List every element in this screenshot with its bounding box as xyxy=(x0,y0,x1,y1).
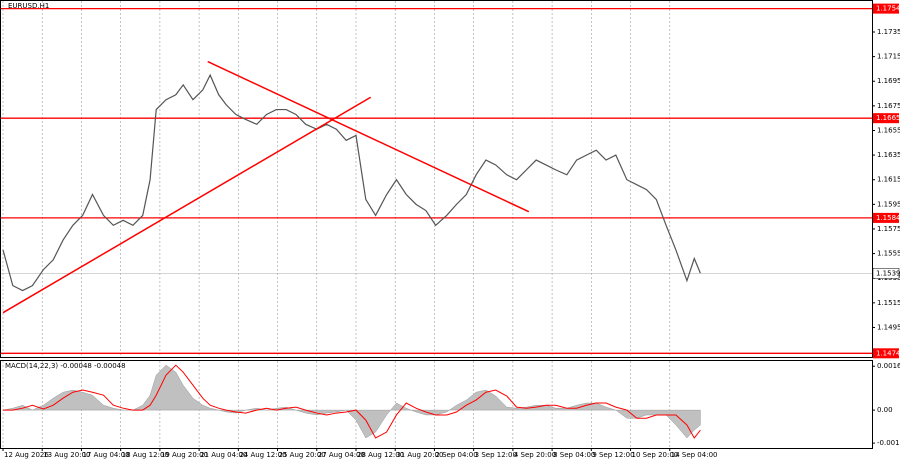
x-tick-label: 19 Aug 20:00 xyxy=(161,451,208,459)
x-tick-label: 28 Aug 12:00 xyxy=(357,451,404,459)
y-tick-label: 1.1575 xyxy=(877,225,900,233)
y-tick-label: 1.1675 xyxy=(877,102,900,110)
current-price-label: 1.1539 xyxy=(876,269,900,277)
y-tick-label: 1.1715 xyxy=(877,53,900,61)
x-tick-label: 4 Sep 20:00 xyxy=(514,451,556,459)
macd-frame xyxy=(0,360,873,449)
x-tick-label: 9 Sep 12:00 xyxy=(592,451,634,459)
level-label: 1.1584 xyxy=(876,214,900,222)
y-tick-label: -0.00122 xyxy=(877,439,900,447)
y-tick-label: 1.1595 xyxy=(877,200,900,208)
current-price-bg xyxy=(872,268,900,279)
x-tick-label: 8 Sep 04:00 xyxy=(553,451,595,459)
macd-histogram xyxy=(2,364,701,439)
level-label: 1.1754 xyxy=(876,5,900,13)
trendline xyxy=(207,60,530,213)
x-tick-label: 17 Aug 04:00 xyxy=(82,451,129,459)
x-tick-label: 14 Sep 04:00 xyxy=(671,451,718,459)
y-tick-label: 0.00 xyxy=(877,406,893,414)
x-tick-label: 21 Aug 04:00 xyxy=(200,451,247,459)
x-tick-label: 27 Aug 04:00 xyxy=(318,451,365,459)
level-label-bg xyxy=(873,113,899,124)
y-tick-label: 1.1735 xyxy=(877,28,900,36)
x-tick-label: 25 Aug 20:00 xyxy=(279,451,326,459)
y-tick-label: 0.00162 xyxy=(877,362,900,370)
x-tick-label: 2 Sep 04:00 xyxy=(435,451,477,459)
level-label: 1.1474 xyxy=(876,349,900,357)
macd-title: MACD(14,22,3) -0.00048 -0.00048 xyxy=(5,362,126,370)
y-tick-label: 1.1555 xyxy=(877,250,900,258)
x-tick-label: 13 Aug 20:00 xyxy=(43,451,90,459)
signal-line xyxy=(3,364,701,439)
x-tick-label: 12 Aug 2026 xyxy=(4,451,49,459)
x-tick-label: 10 Sep 20:00 xyxy=(632,451,679,459)
level-label-bg xyxy=(873,3,899,14)
level-label: 1.1665 xyxy=(876,114,900,122)
x-tick-label: 24 Aug 12:00 xyxy=(239,451,286,459)
x-tick-label: 3 Sep 12:00 xyxy=(475,451,517,459)
x-tick-label: 18 Aug 12:00 xyxy=(122,451,169,459)
level-label-bg xyxy=(873,212,899,223)
x-tick-label: 31 Aug 20:00 xyxy=(396,451,443,459)
y-tick-label: 1.1515 xyxy=(877,299,900,307)
y-tick-label: 1.1695 xyxy=(877,77,900,85)
y-tick-label: 1.1615 xyxy=(877,176,900,184)
trendline xyxy=(2,96,372,314)
price-frame xyxy=(0,0,873,358)
y-tick-label: 1.1495 xyxy=(877,323,900,331)
chart-title: EURUSD,H1 xyxy=(8,2,49,10)
level-label-bg xyxy=(873,348,899,359)
price-line xyxy=(2,73,701,292)
y-tick-label: 1.1655 xyxy=(877,126,900,134)
y-tick-label: 1.1635 xyxy=(877,151,900,159)
